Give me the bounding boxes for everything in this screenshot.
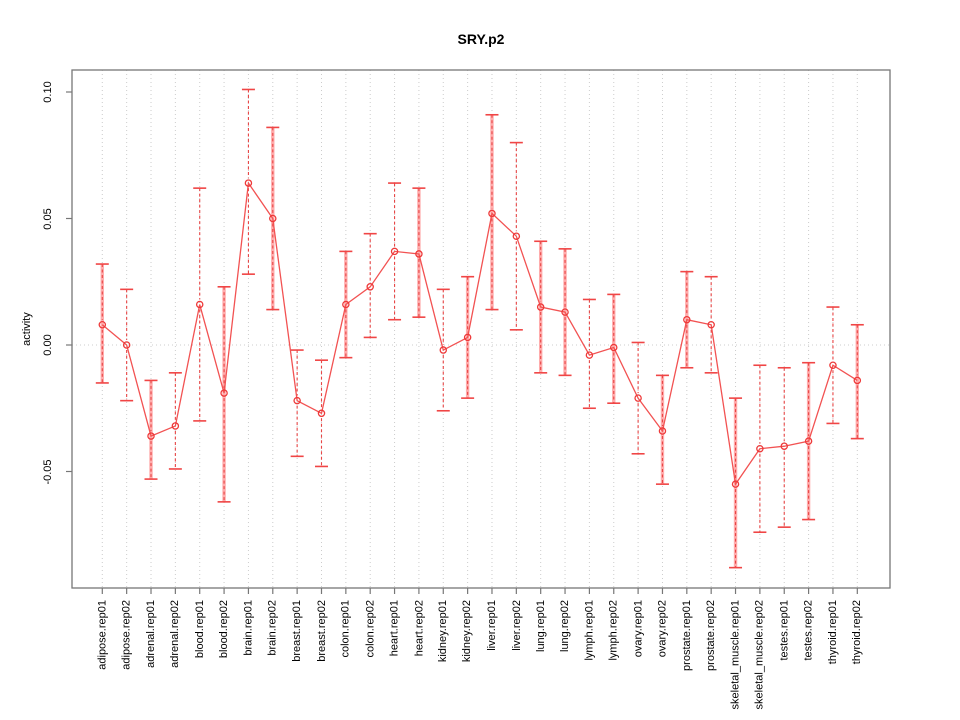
data-point [536, 303, 545, 311]
data-point [804, 437, 813, 445]
y-tick-label: 0.10 [42, 81, 54, 103]
plot-frame [71, 69, 891, 589]
data-point [439, 346, 448, 354]
x-tick-label: adipose.rep02 [120, 600, 133, 670]
x-tick-label: kidney.rep01 [437, 600, 450, 663]
y-tick-label: -0.05 [42, 458, 54, 485]
data-point [731, 480, 740, 488]
data-point [561, 308, 569, 316]
data-point [244, 179, 253, 187]
x-tick-label: thyroid.rep01 [826, 600, 839, 665]
x-tick-label: blood.rep01 [193, 600, 206, 659]
x-tick-label: blood.rep02 [218, 600, 231, 659]
x-tick-label: skeletal_muscle.rep01 [729, 600, 742, 710]
x-tick-label: breast.rep01 [291, 600, 304, 662]
data-point [658, 427, 667, 435]
data-point [415, 250, 423, 258]
data-point [610, 343, 618, 352]
data-point [829, 361, 837, 369]
x-tick-label: thyroid.rep02 [851, 600, 864, 665]
y-tick-label: 0.00 [42, 334, 54, 356]
x-tick-label: adrenal.rep02 [169, 600, 182, 668]
x-tick-label: skeletal_muscle.rep02 [753, 600, 766, 710]
x-tick-label: adipose.rep01 [96, 600, 109, 670]
x-tick-label: colon.rep01 [339, 600, 352, 658]
data-point [634, 394, 642, 402]
y-tick-label: 0.05 [42, 207, 54, 230]
x-tick-label: colon.rep02 [364, 600, 377, 658]
x-tick-label: ovary.rep01 [632, 600, 645, 658]
data-point [488, 209, 496, 218]
x-tick-label: breast.rep02 [315, 600, 328, 662]
data-point [366, 283, 374, 291]
x-tick-label: brain.rep02 [266, 600, 279, 656]
data-point [171, 422, 180, 430]
x-tick-label: liver.rep02 [510, 600, 523, 651]
x-tick-label: prostate.rep02 [705, 600, 718, 671]
data-point [98, 321, 107, 329]
x-tick-label: testes.rep02 [802, 600, 815, 661]
data-point [317, 409, 326, 418]
data-point [122, 341, 131, 349]
series-line [101, 181, 858, 486]
data-point [512, 232, 521, 240]
data-point [585, 351, 594, 359]
data-point [707, 321, 715, 329]
data-point [756, 444, 764, 453]
x-tick-label: liver.rep01 [485, 600, 498, 651]
data-point [853, 376, 862, 385]
data-point [390, 247, 399, 256]
x-tick-label: testes.rep01 [778, 600, 791, 661]
data-point [195, 300, 204, 309]
data-point [683, 315, 691, 324]
x-tick-label: lymph.rep01 [583, 600, 596, 661]
x-tick-label: kidney.rep02 [461, 600, 474, 663]
x-tick-label: brain.rep01 [242, 600, 255, 656]
x-tick-label: prostate.rep01 [680, 600, 693, 671]
data-point [147, 432, 155, 440]
data-point [269, 214, 277, 223]
x-tick-label: ovary.rep02 [656, 600, 669, 658]
x-tick-label: lymph.rep02 [607, 600, 620, 661]
data-point [293, 396, 301, 405]
x-tick-label: adrenal.rep01 [145, 600, 158, 668]
x-tick-label: heart.rep02 [412, 600, 425, 657]
plot-title: SRY.p2 [457, 31, 505, 47]
data-point [780, 442, 788, 450]
x-tick-label: heart.rep01 [388, 600, 401, 657]
data-point [342, 300, 350, 309]
x-tick-label: lung.rep01 [534, 600, 547, 652]
x-tick-label: lung.rep02 [559, 600, 572, 652]
data-point [220, 389, 228, 397]
data-point [463, 333, 472, 342]
